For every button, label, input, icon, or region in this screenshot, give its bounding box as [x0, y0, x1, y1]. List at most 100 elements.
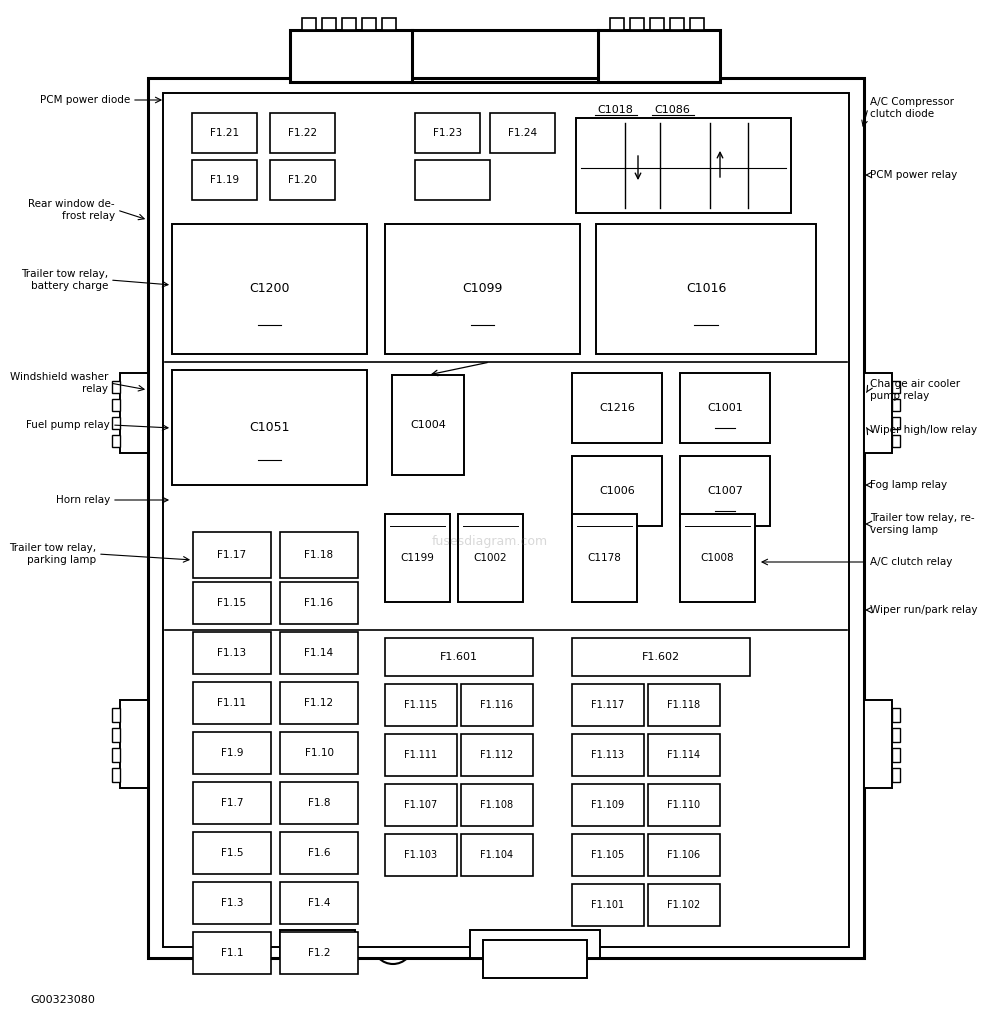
Bar: [290, 30, 412, 82]
Text: Charge air cooler
pump relay: Charge air cooler pump relay: [870, 379, 961, 400]
Bar: [172, 370, 367, 485]
Bar: [415, 113, 480, 153]
Text: Rear window de-
frost relay: Rear window de- frost relay: [28, 200, 115, 221]
Text: F1.9: F1.9: [221, 748, 243, 758]
Bar: [120, 700, 148, 788]
Text: F1.115: F1.115: [404, 700, 437, 710]
Text: F1.113: F1.113: [592, 750, 625, 760]
Text: F1.3: F1.3: [221, 898, 243, 908]
Text: F1.108: F1.108: [481, 800, 513, 810]
Text: Trailer tow relay,
parking lamp: Trailer tow relay, parking lamp: [9, 543, 96, 565]
Text: F1.109: F1.109: [592, 800, 625, 810]
Bar: [193, 732, 271, 774]
Text: F1.102: F1.102: [667, 900, 701, 910]
Bar: [280, 682, 358, 724]
Bar: [648, 834, 720, 876]
Bar: [280, 882, 358, 924]
Bar: [112, 748, 120, 762]
Bar: [461, 834, 533, 876]
Bar: [112, 417, 120, 429]
Text: F1.24: F1.24: [508, 128, 537, 138]
Bar: [112, 708, 120, 722]
Bar: [572, 514, 637, 602]
Text: F1.118: F1.118: [667, 700, 701, 710]
Text: F1.106: F1.106: [667, 850, 701, 860]
Text: F1.105: F1.105: [592, 850, 625, 860]
Text: F1.116: F1.116: [481, 700, 513, 710]
Text: F1.103: F1.103: [404, 850, 437, 860]
Text: F1.15: F1.15: [218, 598, 247, 608]
Text: C1002: C1002: [474, 553, 507, 563]
Bar: [650, 18, 664, 30]
Bar: [892, 748, 900, 762]
Bar: [648, 784, 720, 826]
Bar: [193, 682, 271, 724]
Text: C1016: C1016: [685, 283, 726, 296]
Text: PCM power relay: PCM power relay: [870, 170, 958, 180]
Bar: [572, 884, 644, 926]
Bar: [648, 734, 720, 776]
Bar: [280, 632, 358, 674]
Bar: [385, 834, 457, 876]
Bar: [112, 728, 120, 742]
Bar: [680, 514, 755, 602]
Bar: [572, 734, 644, 776]
Text: F1.1: F1.1: [221, 948, 243, 958]
Bar: [415, 160, 490, 200]
Text: C1099: C1099: [463, 283, 503, 296]
Text: Windshield washer
relay: Windshield washer relay: [10, 372, 108, 394]
Text: F1.602: F1.602: [642, 652, 680, 662]
Text: C1086: C1086: [654, 105, 689, 115]
Text: F1.6: F1.6: [307, 848, 331, 858]
Bar: [385, 514, 450, 602]
Bar: [172, 224, 367, 354]
Bar: [280, 732, 358, 774]
Bar: [576, 118, 791, 213]
Bar: [193, 932, 271, 974]
Bar: [892, 728, 900, 742]
Text: C1051: C1051: [249, 421, 289, 434]
Text: G00323080: G00323080: [30, 995, 95, 1005]
Text: F1.14: F1.14: [304, 648, 334, 658]
Bar: [864, 700, 892, 788]
Bar: [892, 768, 900, 782]
Bar: [648, 884, 720, 926]
Text: F1.17: F1.17: [218, 550, 247, 560]
Bar: [892, 381, 900, 393]
Bar: [670, 18, 684, 30]
Bar: [193, 882, 271, 924]
Text: F1.22: F1.22: [288, 128, 318, 138]
Text: F1.110: F1.110: [667, 800, 701, 810]
Bar: [193, 532, 271, 578]
Bar: [280, 782, 358, 824]
Text: F1.11: F1.11: [218, 698, 247, 708]
Text: PCM power diode: PCM power diode: [39, 95, 130, 105]
Text: Trailer tow relay, re-
versing lamp: Trailer tow relay, re- versing lamp: [870, 513, 975, 535]
Text: C1200: C1200: [249, 283, 289, 296]
Bar: [112, 381, 120, 393]
Bar: [892, 399, 900, 411]
Bar: [572, 638, 750, 676]
Text: Wiper run/park relay: Wiper run/park relay: [870, 605, 978, 615]
Bar: [192, 160, 257, 200]
Bar: [864, 373, 892, 453]
Bar: [163, 93, 849, 947]
Text: F1.18: F1.18: [304, 550, 334, 560]
Bar: [193, 782, 271, 824]
Text: F1.12: F1.12: [304, 698, 334, 708]
Bar: [193, 582, 271, 624]
Text: F1.8: F1.8: [307, 798, 331, 808]
Bar: [112, 399, 120, 411]
Bar: [280, 582, 358, 624]
Text: F1.4: F1.4: [307, 898, 331, 908]
Text: C1001: C1001: [708, 403, 743, 413]
Bar: [892, 435, 900, 447]
Bar: [385, 224, 580, 354]
Bar: [270, 113, 335, 153]
Bar: [112, 768, 120, 782]
Text: F1.107: F1.107: [404, 800, 437, 810]
Bar: [461, 684, 533, 726]
Text: F1.112: F1.112: [481, 750, 514, 760]
Bar: [572, 684, 644, 726]
Bar: [280, 532, 358, 578]
